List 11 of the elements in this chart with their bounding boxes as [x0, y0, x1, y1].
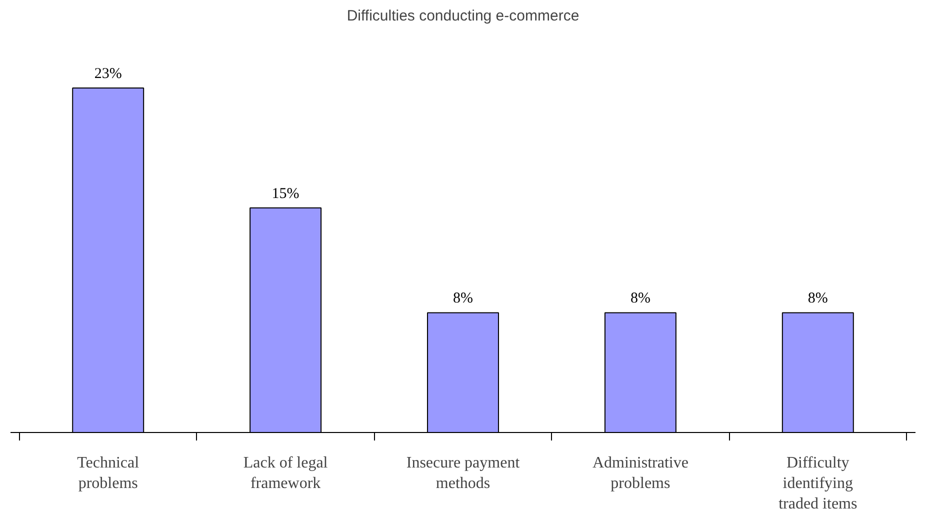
x-tick-label: Administrative problems [592, 454, 688, 492]
chart-title: Difficulties conducting e-commerce [346, 8, 580, 24]
data-label: 8% [630, 290, 650, 307]
x-tick-label: Lack of legal framework [243, 454, 328, 492]
x-tick-label: Insecure payment methods [406, 454, 520, 492]
x-tick-label: Technical problems [77, 454, 140, 492]
data-label: 8% [808, 290, 828, 307]
data-label: 23% [94, 66, 122, 82]
x-tick-label: Difficulty identifying traded items [778, 454, 858, 512]
data-label: 15% [272, 186, 300, 202]
data-label: 8% [453, 290, 473, 307]
